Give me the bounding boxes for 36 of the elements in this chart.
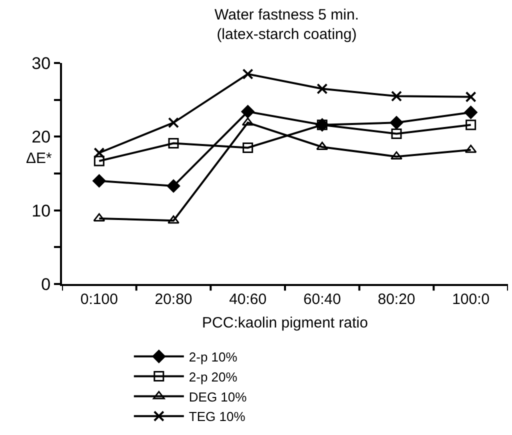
legend-label: DEG 10% — [188, 389, 248, 404]
point — [94, 156, 104, 166]
y-tick-label: 10 — [32, 201, 51, 220]
y-tick-label: 30 — [32, 54, 51, 73]
point — [166, 179, 180, 193]
chart-title: Water fastness 5 min. (latex-starch coating) — [214, 6, 359, 44]
x-tick-label: 80:20 — [378, 291, 416, 308]
point — [242, 117, 254, 126]
y-tick-label: 0 — [41, 274, 51, 294]
x-tick-label: 40:60 — [229, 291, 267, 308]
x-tick-label: 60:40 — [303, 291, 341, 308]
legend-label: TEG 10% — [188, 409, 246, 424]
x-axis-title: PCC:kaolin pigment ratio — [202, 314, 368, 332]
x-tick-label: 20:80 — [154, 291, 192, 308]
y-tick-label: 20 — [32, 128, 51, 147]
point — [242, 142, 254, 153]
point — [168, 215, 180, 224]
legend-label: 2-p 20% — [188, 369, 238, 384]
point — [242, 68, 254, 80]
point — [391, 90, 402, 102]
point — [241, 105, 254, 118]
x-tick-label: 0:100 — [80, 291, 118, 308]
point — [168, 138, 179, 149]
legend-label: 2-p 10% — [188, 349, 238, 364]
point — [94, 147, 105, 158]
point — [316, 83, 328, 94]
point — [464, 106, 478, 119]
point — [92, 174, 106, 188]
point — [168, 117, 179, 128]
y-axis-title: ΔE* — [26, 150, 52, 167]
point — [466, 120, 476, 130]
point — [391, 128, 402, 139]
point — [390, 116, 404, 130]
point — [390, 151, 402, 160]
x-tick-label: 100:0 — [452, 291, 490, 308]
point — [465, 91, 476, 102]
